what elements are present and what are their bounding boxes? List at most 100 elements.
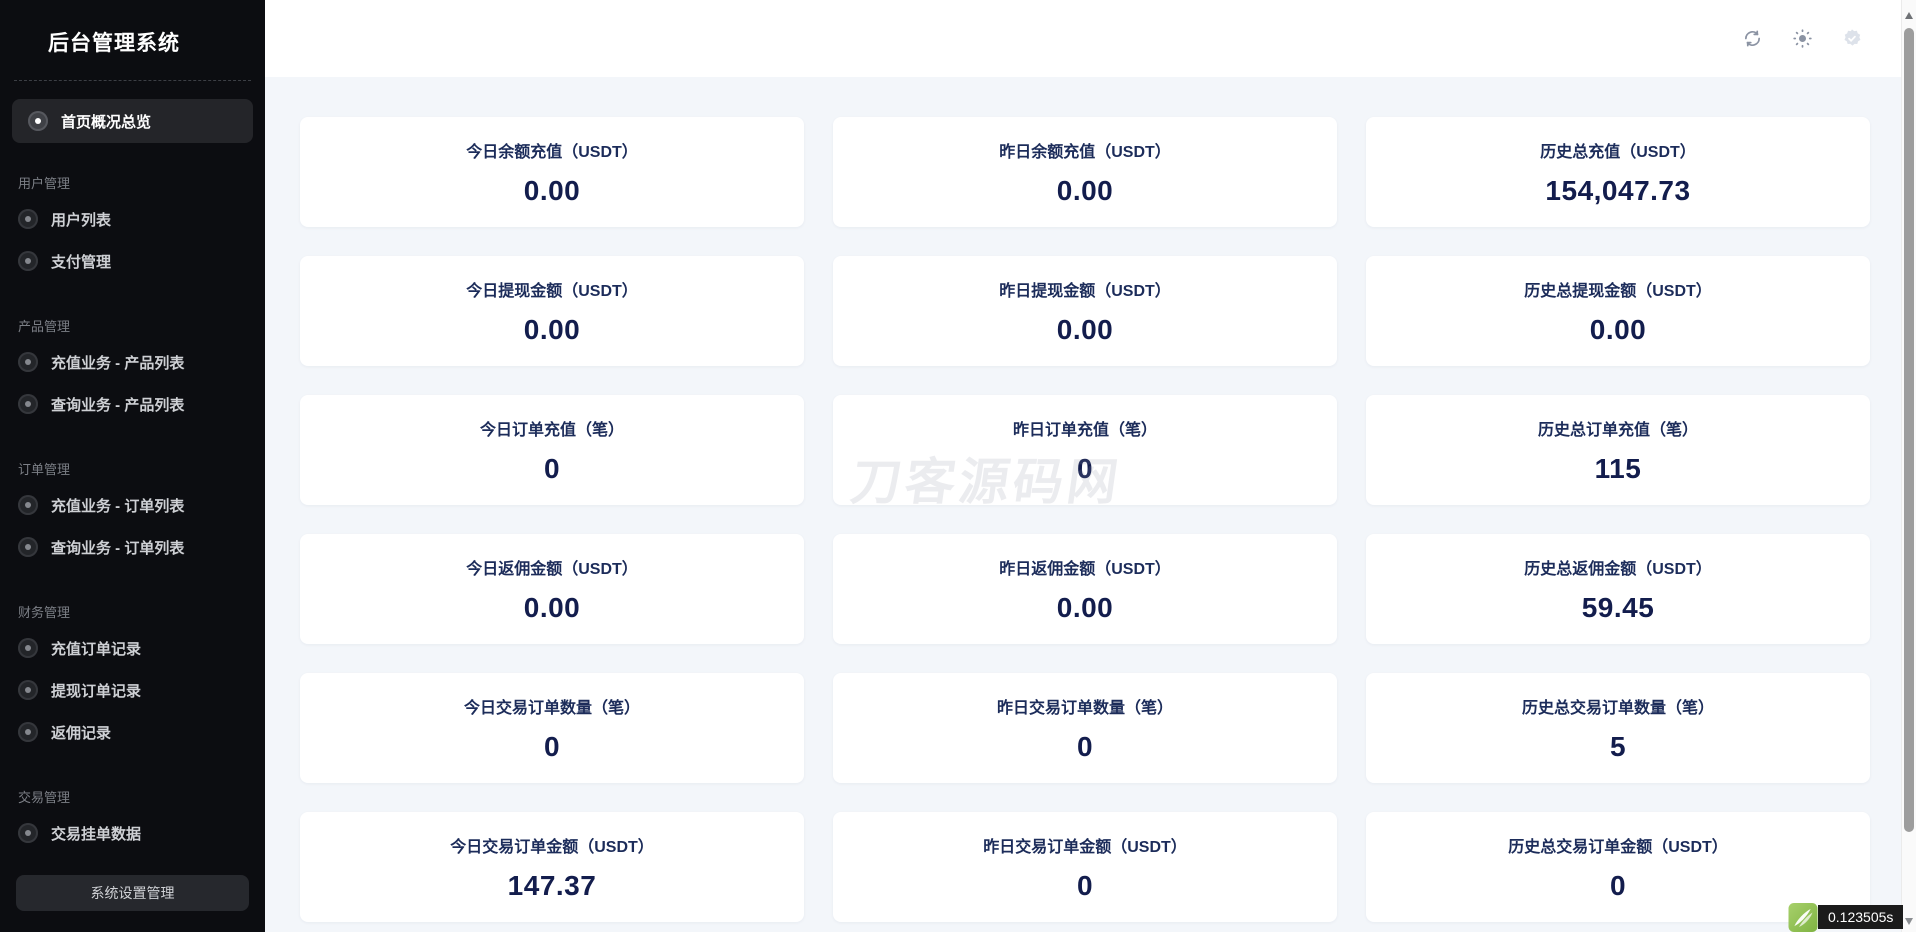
sidebar-section-items: 充值业务 - 产品列表 查询业务 - 产品列表 xyxy=(0,341,265,425)
sidebar-item[interactable]: 返佣记录 xyxy=(0,711,265,753)
stat-card: 今日交易订单金额（USDT） 147.37 xyxy=(300,812,804,922)
stat-card: 历史总订单充值（笔） 115 xyxy=(1366,395,1870,505)
stat-card: 昨日交易订单金额（USDT） 0 xyxy=(833,812,1337,922)
stat-card-value: 0.00 xyxy=(1589,313,1647,345)
sidebar-item-label: 交易挂单数据 xyxy=(51,825,142,843)
stats-grid: 今日余额充值（USDT） 0.00 昨日余额充值（USDT） 0.00 历史总充… xyxy=(265,77,1901,922)
stat-card-value: 147.37 xyxy=(507,869,597,901)
sidebar-item[interactable]: 充值业务 - 订单列表 xyxy=(0,484,265,526)
sidebar-item[interactable]: 查询业务 - 产品列表 xyxy=(0,383,265,425)
stat-card-value: 0 xyxy=(1076,869,1094,901)
stat-card-value: 0.00 xyxy=(1056,591,1114,623)
stat-card: 历史总提现金额（USDT） 0.00 xyxy=(1366,256,1870,366)
sidebar-section: 交易管理 交易挂单数据 xyxy=(0,787,265,854)
disc-icon xyxy=(18,638,38,658)
scrollbar[interactable] xyxy=(1901,0,1916,932)
disc-icon xyxy=(18,722,38,742)
sidebar-section-label: 交易管理 xyxy=(18,790,71,805)
sidebar-item-label: 查询业务 - 产品列表 xyxy=(51,396,185,414)
sidebar-item-label: 提现订单记录 xyxy=(51,682,142,700)
scrollbar-thumb[interactable] xyxy=(1904,28,1914,832)
stat-card-value: 154,047.73 xyxy=(1545,174,1691,206)
stat-card-value: 0 xyxy=(543,730,561,762)
stat-card-label: 历史总交易订单数量（笔） xyxy=(1521,699,1714,717)
refresh-icon[interactable] xyxy=(1741,28,1763,50)
sidebar-item[interactable]: 充值订单记录 xyxy=(0,627,265,669)
stat-card: 今日交易订单数量（笔） 0 xyxy=(300,673,804,783)
stat-card: 今日余额充值（USDT） 0.00 xyxy=(300,117,804,227)
disc-icon xyxy=(18,495,38,515)
stat-card: 今日提现金额（USDT） 0.00 xyxy=(300,256,804,366)
badge-check-icon[interactable] xyxy=(1841,28,1863,50)
sidebar-item-home[interactable]: 首页概况总览 xyxy=(12,99,253,143)
sidebar-section: 订单管理 充值业务 - 订单列表 查询业务 - 订单列表 xyxy=(0,459,265,568)
stat-card-value: 0.00 xyxy=(523,313,581,345)
stat-card: 今日返佣金额（USDT） 0.00 xyxy=(300,534,804,644)
sidebar-item-label: 查询业务 - 订单列表 xyxy=(51,539,185,557)
stat-card-label: 历史总充值（USDT） xyxy=(1540,143,1696,161)
disc-icon xyxy=(18,394,38,414)
sidebar-item-label: 返佣记录 xyxy=(51,724,112,742)
stat-card-label: 历史总提现金额（USDT） xyxy=(1524,282,1712,300)
sidebar-item[interactable]: 交易挂单数据 xyxy=(0,812,265,854)
sidebar-divider xyxy=(14,80,251,81)
sidebar-section-label: 财务管理 xyxy=(18,605,71,620)
stat-card-value: 115 xyxy=(1594,452,1642,484)
stat-card-value: 0.00 xyxy=(523,174,581,206)
disc-icon xyxy=(18,823,38,843)
stat-card-label: 昨日订单充值（笔） xyxy=(1012,421,1157,439)
settings-button[interactable]: 系统设置管理 xyxy=(16,875,249,911)
sidebar-item[interactable]: 提现订单记录 xyxy=(0,669,265,711)
sidebar-item-label: 充值订单记录 xyxy=(51,640,142,658)
stat-card-value: 0.00 xyxy=(1056,313,1114,345)
sidebar-section: 产品管理 充值业务 - 产品列表 查询业务 - 产品列表 xyxy=(0,316,265,425)
stat-card: 历史总返佣金额（USDT） 59.45 xyxy=(1366,534,1870,644)
stat-card-value: 5 xyxy=(1609,730,1627,762)
stat-card-value: 59.45 xyxy=(1581,591,1655,623)
stat-card-label: 历史总订单充值（笔） xyxy=(1537,421,1698,439)
stat-card-label: 昨日提现金额（USDT） xyxy=(999,282,1171,300)
stat-card-label: 昨日交易订单数量（笔） xyxy=(996,699,1173,717)
stat-card-label: 昨日余额充值（USDT） xyxy=(999,143,1171,161)
sidebar-section: 用户管理 用户列表 支付管理 xyxy=(0,173,265,282)
stat-card: 昨日订单充值（笔） 0 xyxy=(833,395,1337,505)
sidebar-section-label: 订单管理 xyxy=(18,462,71,477)
sidebar-item-label: 充值业务 - 产品列表 xyxy=(51,354,185,372)
stat-card-label: 今日返佣金额（USDT） xyxy=(466,560,638,578)
stat-card: 历史总交易订单金额（USDT） 0 xyxy=(1366,812,1870,922)
thinkphp-logo-icon[interactable] xyxy=(1788,903,1818,932)
topbar xyxy=(265,0,1901,77)
sidebar: 后台管理系统 首页概况总览 用户管理 用户列表 支付管理 产品管理 充值业务 -… xyxy=(0,0,265,932)
sidebar-item[interactable]: 支付管理 xyxy=(0,240,265,282)
scroll-up-arrow[interactable] xyxy=(1905,12,1913,19)
sidebar-item[interactable]: 查询业务 - 订单列表 xyxy=(0,526,265,568)
stat-card-value: 0 xyxy=(1076,452,1094,484)
disc-icon xyxy=(18,251,38,271)
debug-toolbar[interactable]: 0.123505s xyxy=(1788,903,1904,932)
sidebar-section-items: 充值订单记录 提现订单记录 返佣记录 xyxy=(0,627,265,753)
stat-card-label: 今日提现金额（USDT） xyxy=(466,282,638,300)
disc-icon xyxy=(18,352,38,372)
app-title: 后台管理系统 xyxy=(48,32,180,55)
disc-icon xyxy=(28,111,48,131)
sidebar-sections: 用户管理 用户列表 支付管理 产品管理 充值业务 - 产品列表 查询业务 - 产… xyxy=(0,173,265,854)
stat-card-value: 0 xyxy=(543,452,561,484)
stat-card: 历史总交易订单数量（笔） 5 xyxy=(1366,673,1870,783)
stat-card-label: 今日余额充值（USDT） xyxy=(466,143,638,161)
stat-card: 昨日提现金额（USDT） 0.00 xyxy=(833,256,1337,366)
main-area: 今日余额充值（USDT） 0.00 昨日余额充值（USDT） 0.00 历史总充… xyxy=(265,0,1901,932)
stat-card-label: 历史总交易订单金额（USDT） xyxy=(1508,838,1728,856)
stat-card: 昨日返佣金额（USDT） 0.00 xyxy=(833,534,1337,644)
disc-icon xyxy=(18,537,38,557)
theme-toggle-icon[interactable] xyxy=(1791,28,1813,50)
stat-card-label: 今日交易订单金额（USDT） xyxy=(450,838,654,856)
sidebar-item[interactable]: 充值业务 - 产品列表 xyxy=(0,341,265,383)
disc-icon xyxy=(18,680,38,700)
sidebar-item-label: 支付管理 xyxy=(51,253,112,271)
sidebar-item[interactable]: 用户列表 xyxy=(0,198,265,240)
stat-card-label: 昨日返佣金额（USDT） xyxy=(999,560,1171,578)
stat-card-value: 0 xyxy=(1609,869,1627,901)
scroll-down-arrow[interactable] xyxy=(1905,918,1913,925)
sidebar-section-label: 用户管理 xyxy=(18,176,71,191)
